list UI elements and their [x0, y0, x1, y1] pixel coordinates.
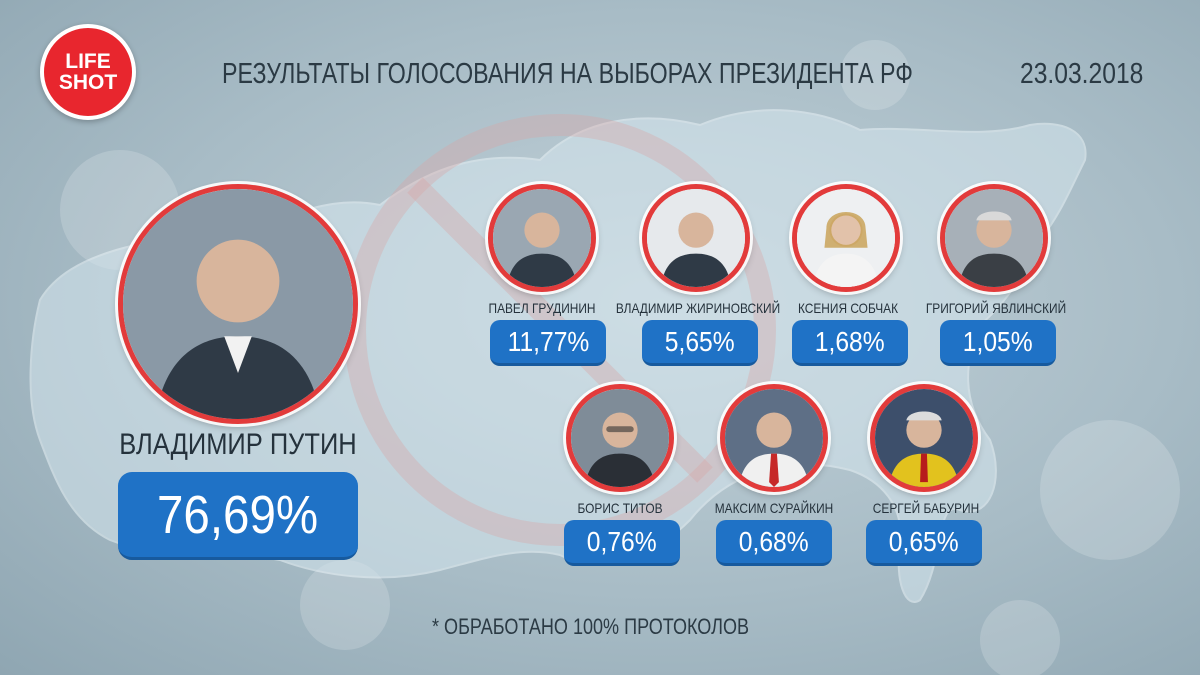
candidate-portrait [792, 184, 900, 292]
logo-line2: SHOT [58, 71, 118, 94]
candidate-name: БОРИС ТИТОВ [577, 500, 663, 516]
candidate-percent: 0,68% [739, 525, 809, 557]
winner-percent: 76,69% [157, 484, 319, 545]
candidate-percent: 0,65% [889, 525, 959, 557]
candidate-percent-badge: 5,65% [642, 320, 758, 366]
bokeh-light [1040, 420, 1180, 560]
person-icon [571, 389, 669, 487]
page-title: РЕЗУЛЬТАТЫ ГОЛОСОВАНИЯ НА ВЫБОРАХ ПРЕЗИД… [222, 58, 913, 90]
candidate-portrait [870, 384, 978, 492]
candidate-name: ВЛАДИМИР ЖИРИНОВСКИЙ [615, 300, 781, 316]
winner-name: ВЛАДИМИР ПУТИН [119, 428, 357, 461]
candidate-name: КСЕНИЯ СОБЧАК [797, 300, 899, 316]
candidate-percent: 0,76% [587, 525, 657, 557]
candidate-percent: 11,77% [507, 325, 589, 357]
candidate-name: МАКСИМ СУРАЙКИН [714, 500, 834, 516]
candidate-percent: 1,68% [815, 325, 885, 357]
bokeh-light [980, 600, 1060, 675]
candidate-percent: 5,65% [665, 325, 735, 357]
candidate-percent-badge: 1,68% [792, 320, 908, 366]
person-icon [493, 189, 591, 287]
bokeh-light [840, 40, 910, 110]
person-icon [945, 189, 1043, 287]
lifeshot-logo: LIFE SHOT [40, 24, 136, 120]
person-icon [647, 189, 745, 287]
candidate-percent-badge: 1,05% [940, 320, 1056, 366]
candidate-name: СЕРГЕЙ БАБУРИН [872, 500, 980, 516]
candidate-percent-badge: 0,68% [716, 520, 832, 566]
footnote: * ОБРАБОТАНО 100% ПРОТОКОЛОВ [432, 614, 750, 639]
person-icon [725, 389, 823, 487]
candidate-name: ПАВЕЛ ГРУДИНИН [488, 300, 596, 316]
candidate-percent-badge: 0,76% [564, 520, 680, 566]
candidate-portrait [642, 184, 750, 292]
candidate-percent-badge: 11,77% [490, 320, 606, 366]
winner-percent-badge: 76,69% [118, 472, 358, 560]
candidate-portrait [488, 184, 596, 292]
candidate-percent-badge: 0,65% [866, 520, 982, 566]
person-icon [123, 189, 353, 419]
candidate-name: ГРИГОРИЙ ЯВЛИНСКИЙ [925, 300, 1067, 316]
date-label: 23.03.2018 [1020, 58, 1144, 90]
candidate-portrait [940, 184, 1048, 292]
winner-portrait [118, 184, 358, 424]
candidate-portrait [566, 384, 674, 492]
candidate-percent: 1,05% [963, 325, 1033, 357]
person-icon [797, 189, 895, 287]
logo-line1: LIFE [65, 50, 111, 73]
candidate-portrait [720, 384, 828, 492]
person-icon [875, 389, 973, 487]
